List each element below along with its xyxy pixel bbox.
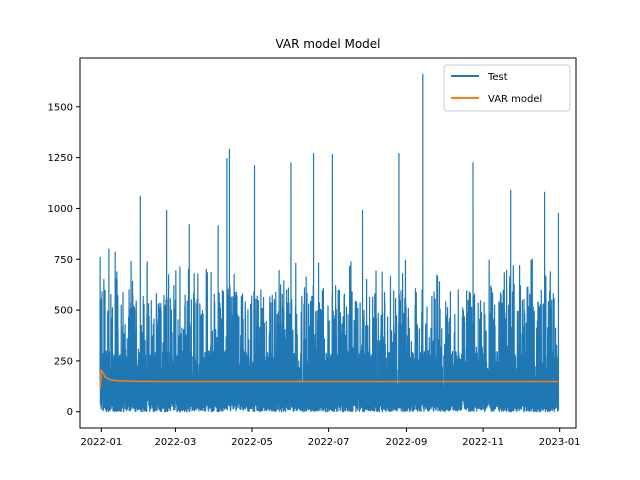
y-tick-label: 0 (67, 407, 73, 418)
legend-label-test: Test (487, 72, 508, 83)
plot-frame (79, 57, 577, 429)
x-tick-label: 2022-01 (80, 437, 122, 448)
x-tick-label: 2022-09 (386, 437, 428, 448)
x-axis: 2022-01 2022-03 2022-05 2022-07 2022-09 2022-… (80, 428, 581, 448)
chart-title: VAR model Model (275, 37, 380, 51)
legend-label-var-model: VAR model (488, 94, 542, 105)
x-tick-label: 2023-01 (539, 437, 581, 448)
y-tick-label: 250 (54, 356, 73, 367)
y-axis: 0 250 500 750 1000 1250 1500 (48, 102, 80, 418)
series-layer (99, 73, 560, 413)
x-tick-label: 2022-11 (462, 437, 504, 448)
series-line-var-model (99, 369, 559, 390)
y-tick-label: 1000 (48, 204, 73, 215)
y-tick-label: 500 (54, 306, 73, 317)
y-tick-label: 750 (54, 255, 73, 266)
x-tick-label: 2022-05 (231, 437, 273, 448)
legend: Test VAR model (443, 64, 571, 112)
x-tick-label: 2022-07 (308, 437, 350, 448)
plot-area: 2022-01 2022-03 2022-05 2022-07 2022-09 2022-… (48, 57, 581, 448)
y-tick-label: 1250 (48, 153, 73, 164)
x-tick-label: 2022-03 (155, 437, 197, 448)
y-tick-label: 1500 (48, 102, 73, 113)
series-line-test (99, 73, 560, 413)
